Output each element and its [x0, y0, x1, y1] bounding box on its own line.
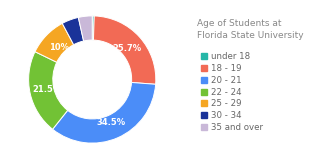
Wedge shape	[93, 16, 156, 84]
Wedge shape	[29, 52, 68, 129]
Wedge shape	[78, 16, 92, 41]
Text: 34.5%: 34.5%	[96, 118, 125, 127]
Text: 25.7%: 25.7%	[112, 44, 141, 53]
Wedge shape	[52, 83, 156, 143]
Wedge shape	[35, 23, 74, 62]
Legend: under 18, 18 - 19, 20 - 21, 22 - 24, 25 - 29, 30 - 34, 35 and over: under 18, 18 - 19, 20 - 21, 22 - 24, 25 …	[199, 51, 264, 134]
Text: Age of Students at
Florida State University: Age of Students at Florida State Univers…	[197, 19, 304, 40]
Text: 21.5%: 21.5%	[32, 85, 62, 94]
Text: 10%: 10%	[49, 43, 69, 52]
Wedge shape	[62, 17, 84, 45]
Wedge shape	[92, 16, 94, 40]
